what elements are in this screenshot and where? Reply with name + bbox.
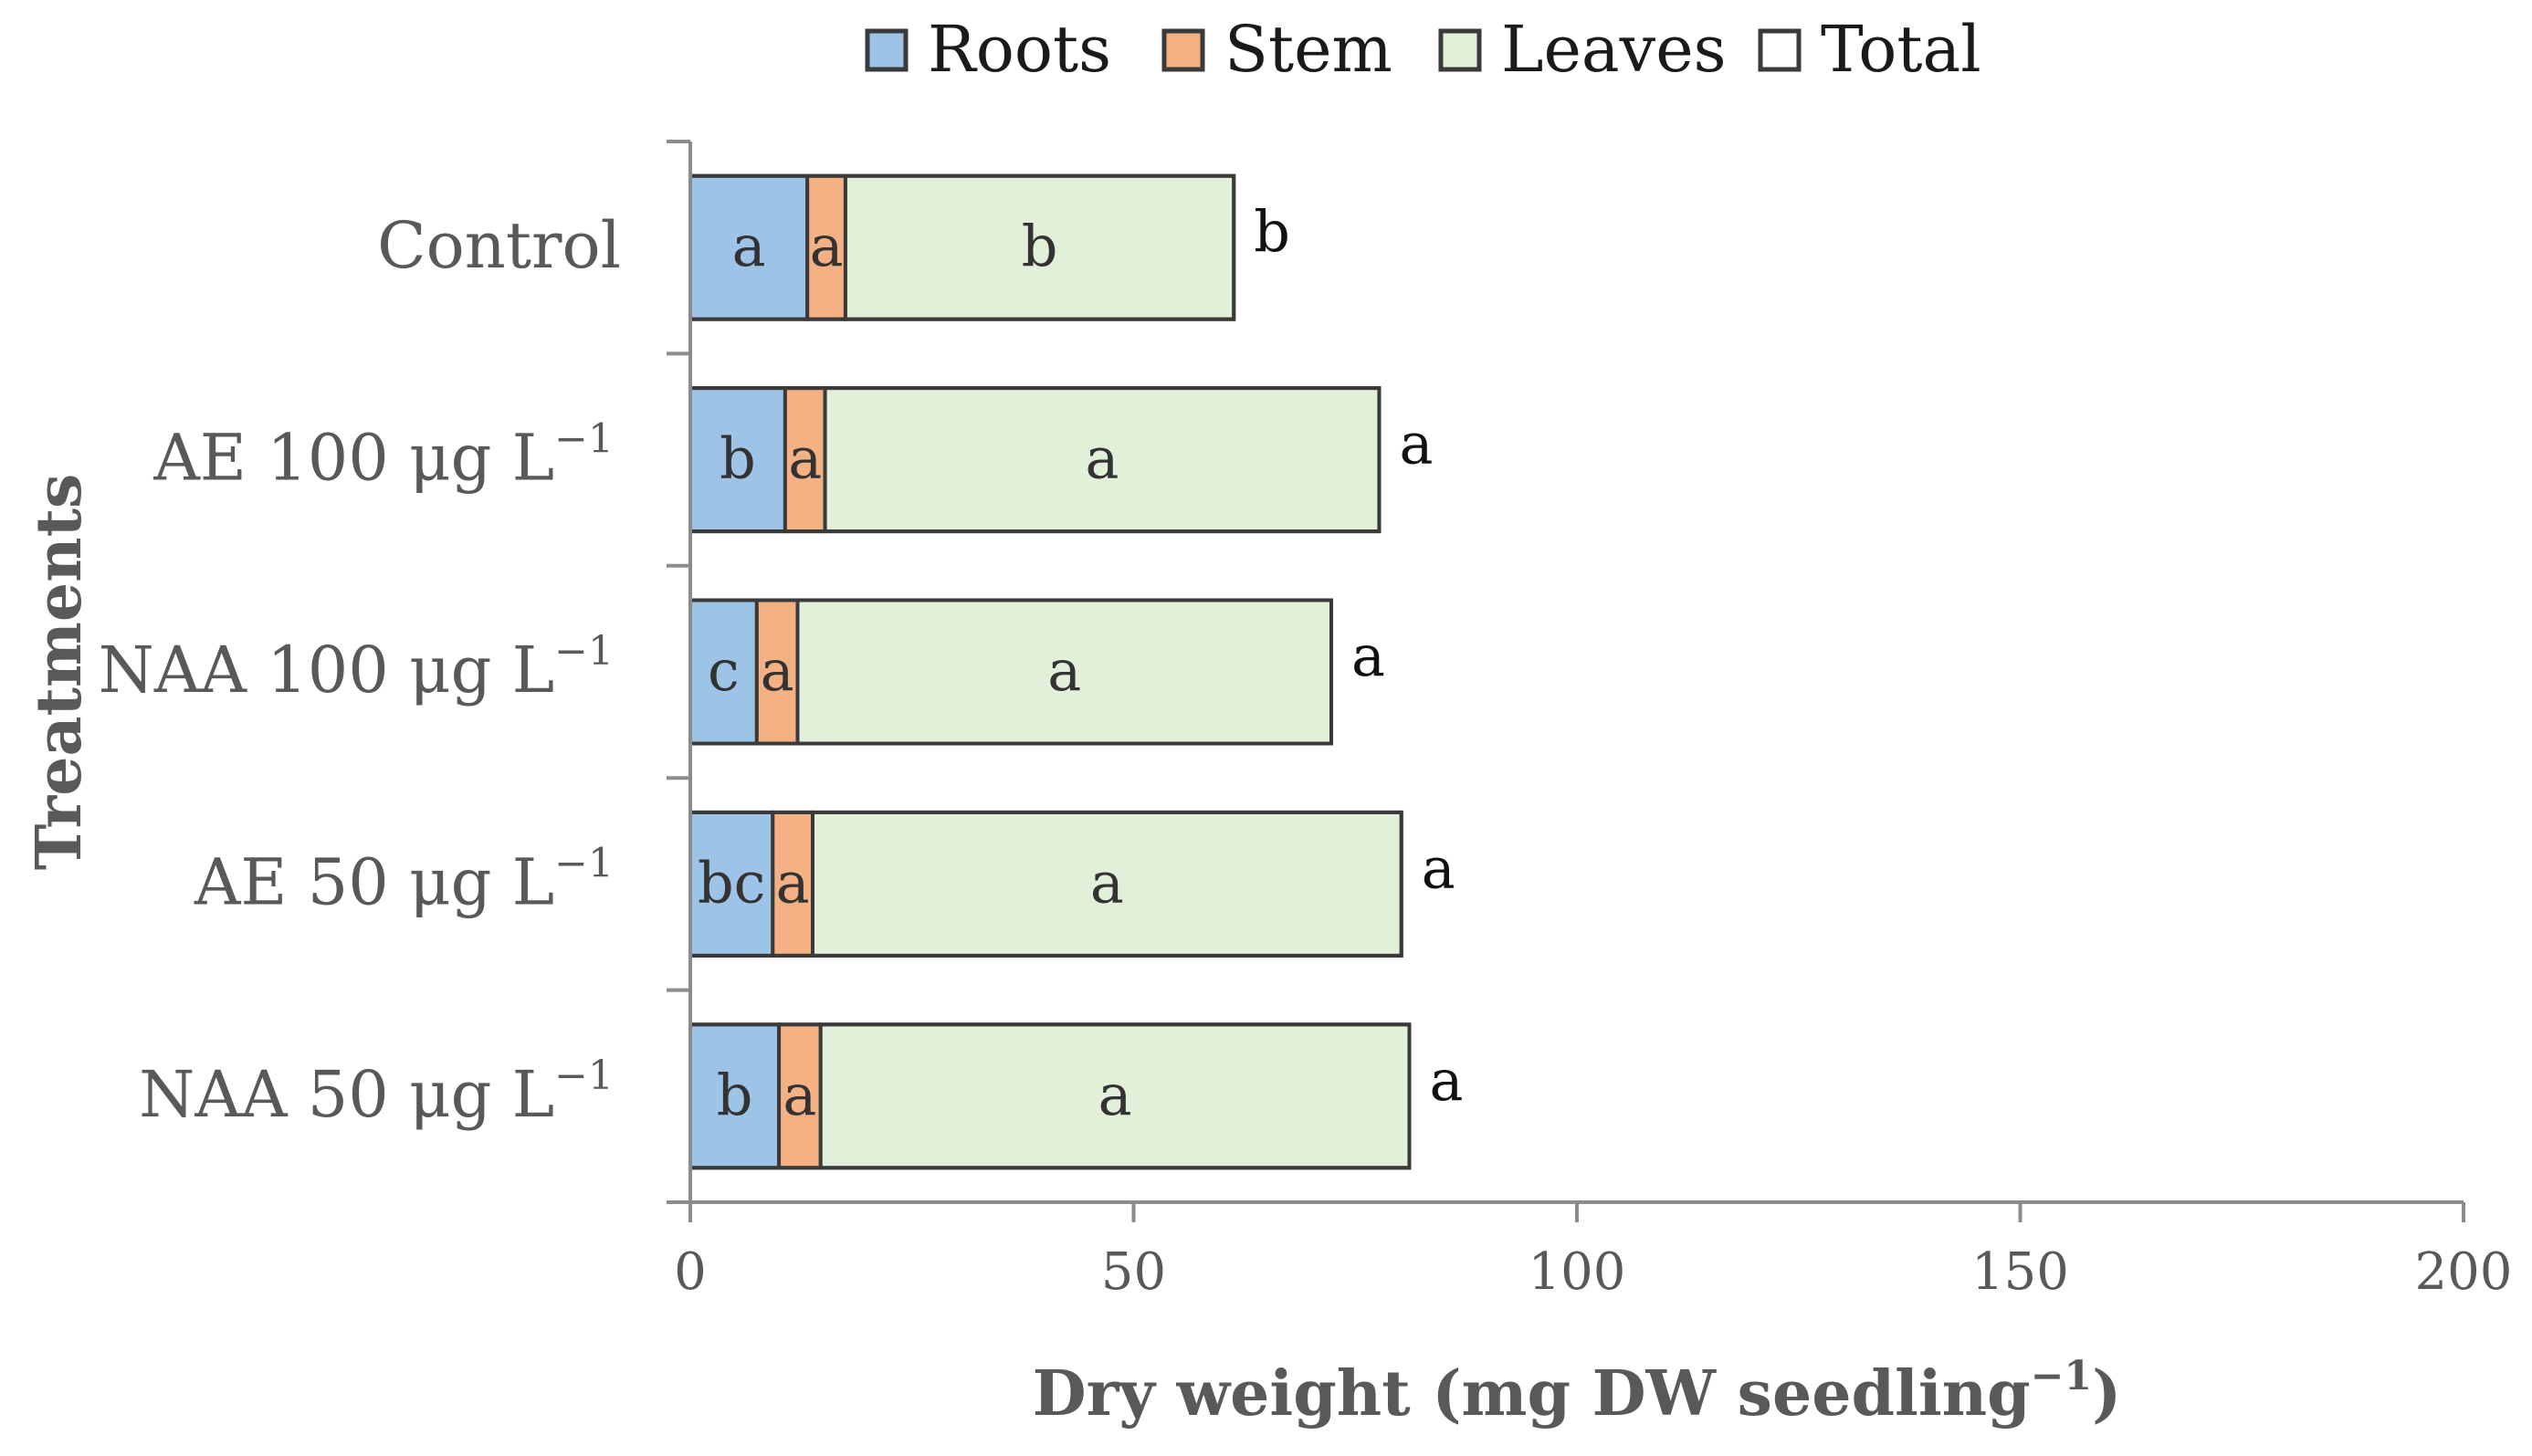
legend-label-stem: Stem: [1224, 12, 1392, 87]
letter-leaves-control: b: [1022, 213, 1058, 279]
legend: Roots Stem Leaves Total: [865, 12, 1981, 87]
bar-roots-naa-100-g-l: [688, 598, 759, 746]
letter-stem-ae-100-g-l: a: [788, 425, 822, 492]
legend-swatch-stem: [1161, 28, 1205, 72]
x-tick-label-0: 0: [674, 1242, 707, 1302]
bar-leaves-ae-50-g-l: [810, 810, 1403, 958]
x-tick-label-150: 150: [1971, 1242, 2069, 1302]
letter-leaves-naa-50-g-l: a: [1098, 1062, 1132, 1128]
bars: [688, 173, 1412, 1170]
y-axis-title: Treatments: [23, 474, 96, 871]
total-letter-naa-100-g-l: a: [1351, 623, 1385, 689]
letter-roots-naa-50-g-l: b: [717, 1062, 753, 1128]
category-label-naa-100-g-l: NAA 100 μg L−1: [99, 628, 614, 707]
letter-stem-control: a: [810, 213, 844, 279]
bar-leaves-ae-100-g-l: [823, 386, 1382, 534]
category-label-naa-50-g-l: NAA 50 μg L−1: [139, 1053, 614, 1132]
x-axis-title: Dry weight (mg DW seedling−1): [1033, 1353, 2122, 1430]
bar-stem-ae-50-g-l: [771, 810, 814, 958]
letter-leaves-ae-50-g-l: a: [1090, 849, 1124, 916]
letter-leaves-naa-100-g-l: a: [1047, 637, 1081, 704]
x-tick-label-100: 100: [1529, 1242, 1626, 1302]
letter-stem-ae-50-g-l: a: [776, 849, 810, 916]
legend-swatch-roots: [865, 28, 909, 72]
letter-stem-naa-50-g-l: a: [783, 1062, 816, 1128]
total-letter-ae-50-g-l: a: [1422, 834, 1455, 901]
axes: [667, 140, 2465, 1222]
letter-stem-naa-100-g-l: a: [761, 637, 794, 704]
x-tick-label-200: 200: [2415, 1242, 2513, 1302]
category-label-ae-50-g-l: AE 50 μg L−1: [194, 840, 614, 919]
category-label-ae-100-g-l: AE 100 μg L−1: [152, 416, 614, 496]
total-letter-naa-50-g-l: a: [1429, 1047, 1463, 1114]
letter-roots-ae-100-g-l: b: [720, 425, 756, 492]
letter-roots-control: a: [732, 213, 766, 279]
total-letter-control: b: [1254, 198, 1290, 265]
total-letter-ae-100-g-l: a: [1399, 411, 1433, 477]
legend-label-roots: Roots: [928, 12, 1111, 87]
legend-label-total: Total: [1821, 12, 1981, 87]
legend-swatch-leaves: [1438, 28, 1482, 72]
legend-swatch-total: [1758, 28, 1802, 72]
letter-leaves-ae-100-g-l: a: [1086, 425, 1119, 492]
category-label-control: Control: [377, 208, 621, 283]
letter-roots-naa-100-g-l: c: [708, 637, 740, 704]
x-tick-label-50: 50: [1101, 1242, 1166, 1302]
letter-roots-ae-50-g-l: bc: [698, 849, 765, 916]
legend-label-leaves: Leaves: [1501, 12, 1727, 87]
